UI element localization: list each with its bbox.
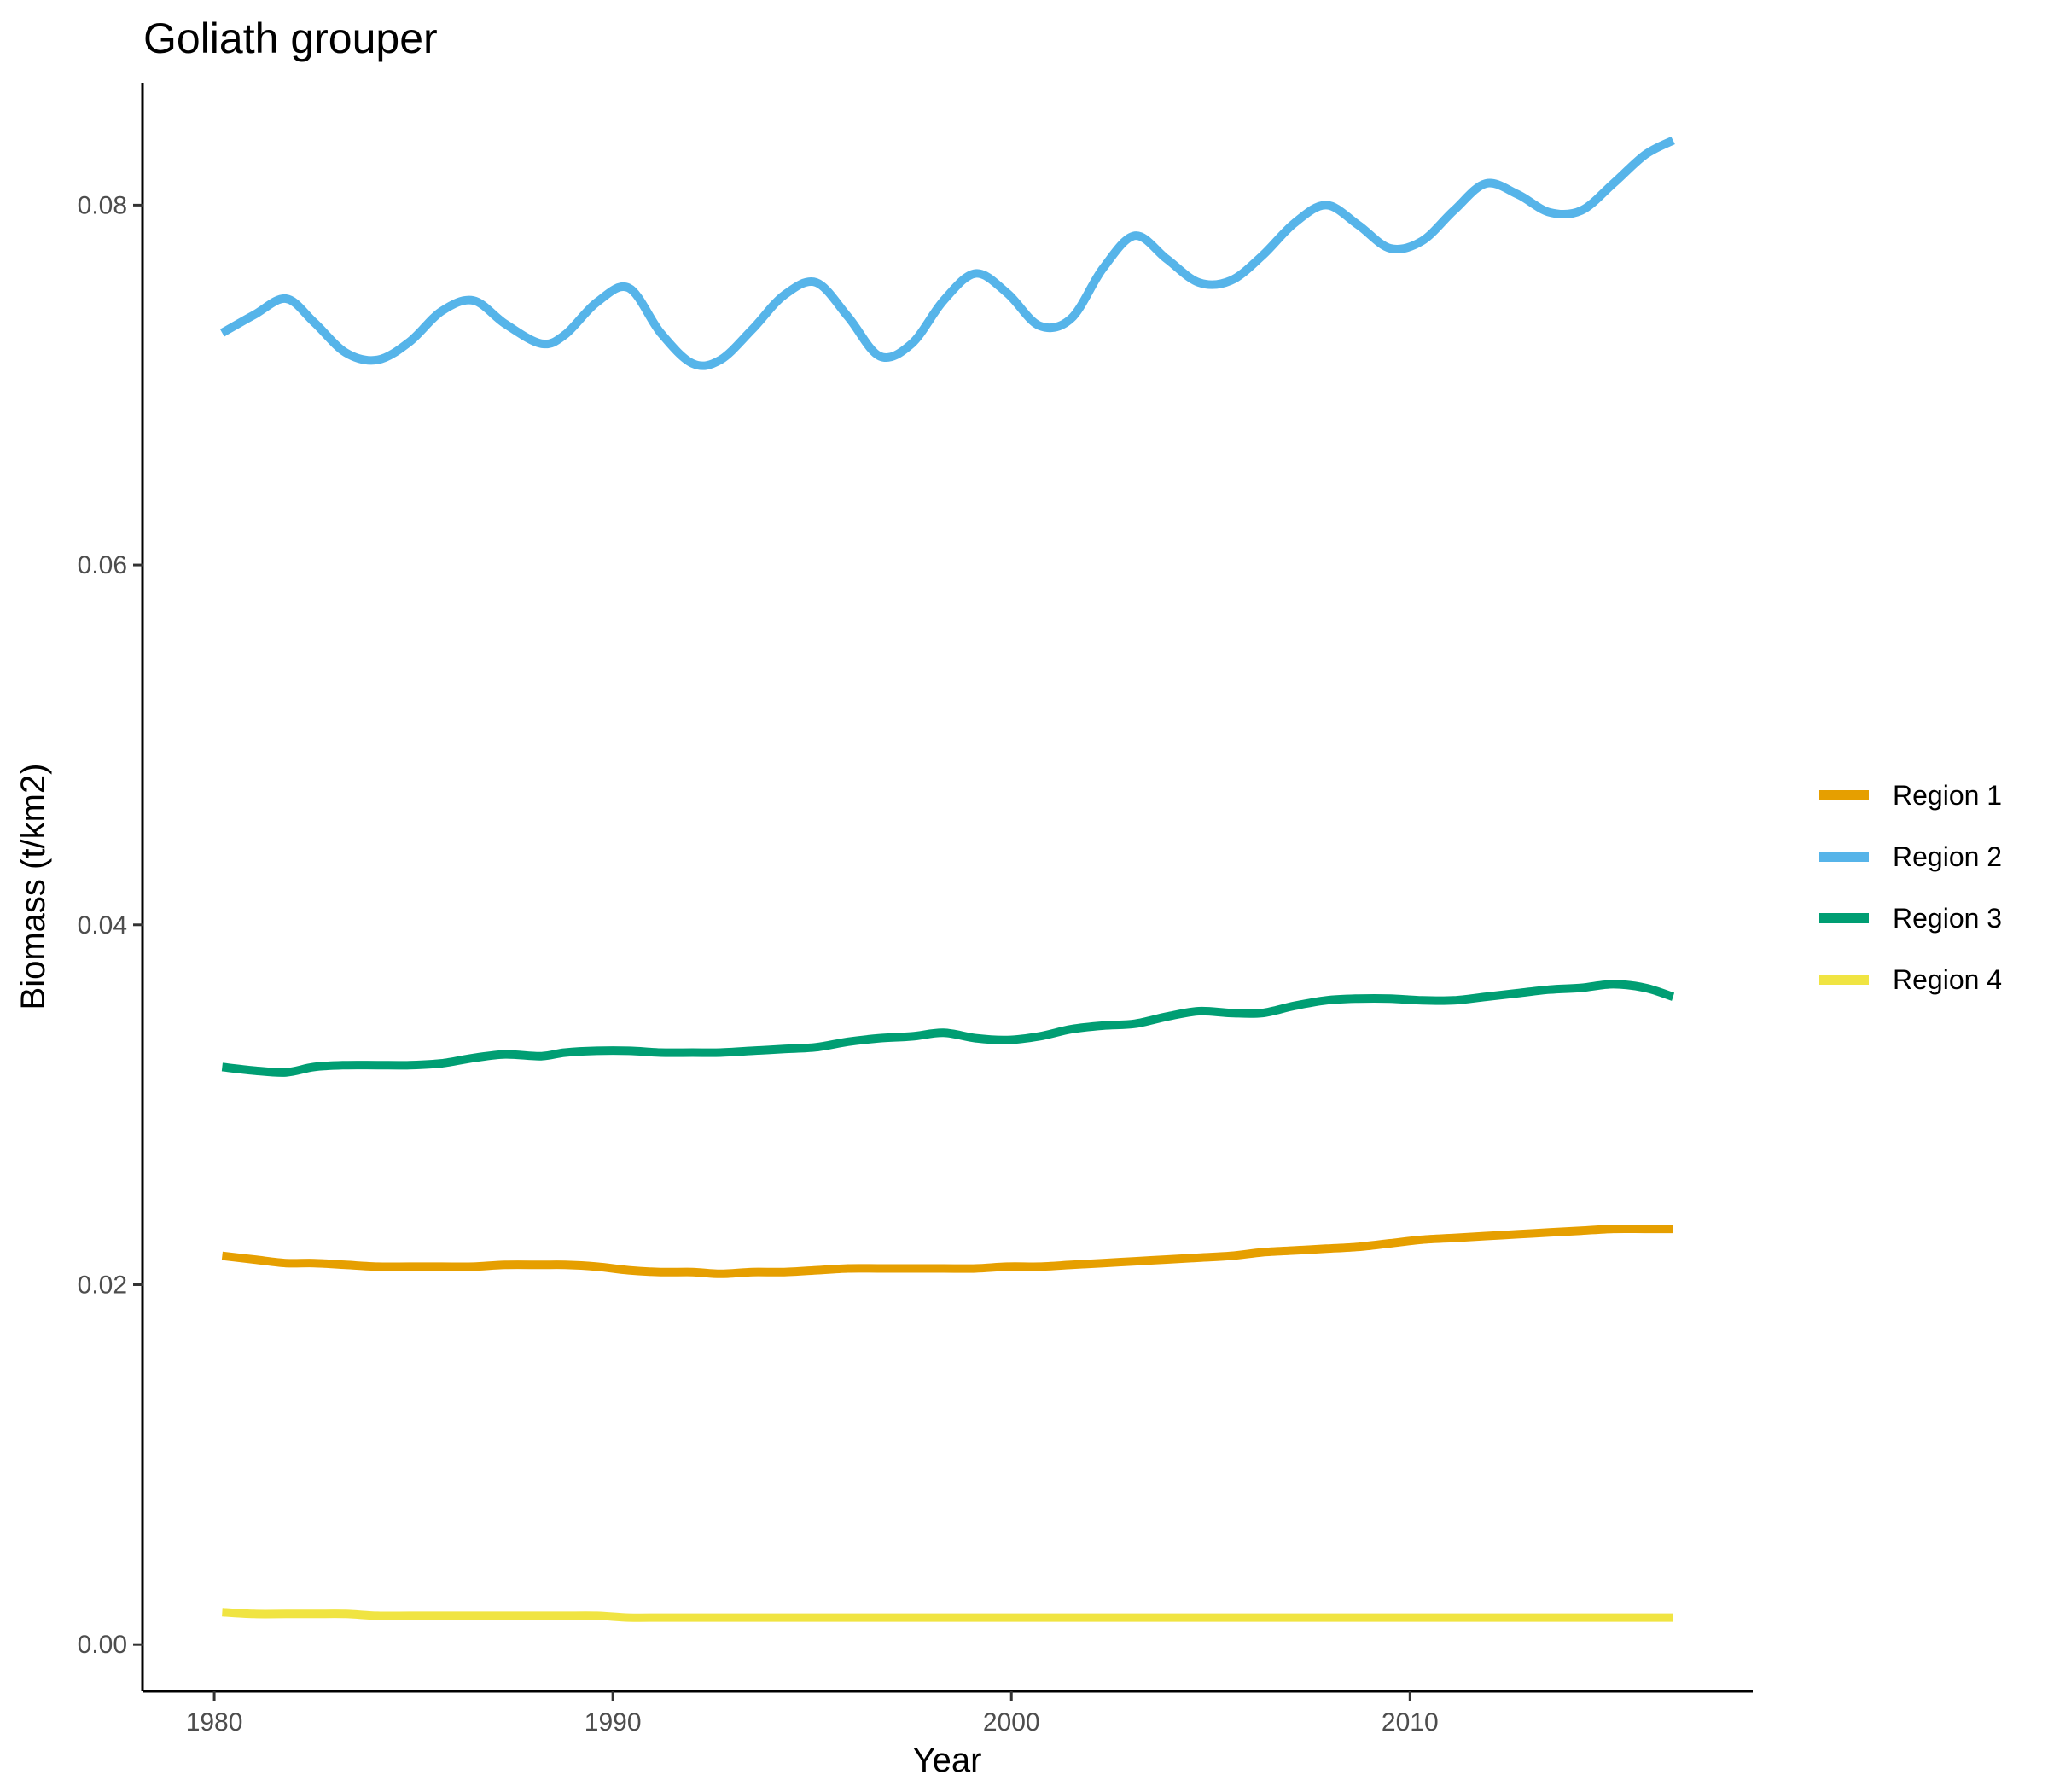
series-layer <box>219 136 1675 1622</box>
legend: Region 1 Region 2 Region 3 Region 4 <box>1819 780 2002 995</box>
x-tick-label: 2000 <box>983 1708 1040 1737</box>
y-axis-ticks: 0.00 0.02 0.04 0.06 0.08 <box>78 191 143 1659</box>
y-tick-label: 0.00 <box>78 1631 127 1659</box>
legend-label-region-2: Region 2 <box>1893 841 2002 872</box>
x-axis-title: Year <box>913 1742 982 1779</box>
y-tick-label: 0.02 <box>78 1271 127 1299</box>
series-line-region-1 <box>221 1224 1673 1278</box>
x-tick-label: 2010 <box>1382 1708 1439 1737</box>
x-axis-ticks: 1980 1990 2000 2010 <box>186 1691 1439 1737</box>
legend-label-region-1: Region 1 <box>1893 780 2002 811</box>
y-tick-label: 0.04 <box>78 911 127 940</box>
y-axis-title: Biomass (t/km2) <box>15 764 52 1010</box>
plot-panel: 1980 1990 2000 2010 0.00 0.02 0.04 0.06 0.08 <box>78 83 1753 1737</box>
chart-title: Goliath grouper <box>143 15 438 62</box>
x-tick-label: 1990 <box>585 1708 642 1737</box>
x-tick-label: 1980 <box>186 1708 243 1737</box>
legend-label-region-3: Region 3 <box>1893 903 2002 934</box>
series-line-region-4 <box>222 1608 1673 1622</box>
series-line-region-2 <box>219 136 1675 370</box>
y-tick-label: 0.08 <box>78 191 127 219</box>
legend-label-region-4: Region 4 <box>1893 964 2002 995</box>
series-line-region-3 <box>221 980 1675 1077</box>
y-tick-label: 0.06 <box>78 551 127 579</box>
